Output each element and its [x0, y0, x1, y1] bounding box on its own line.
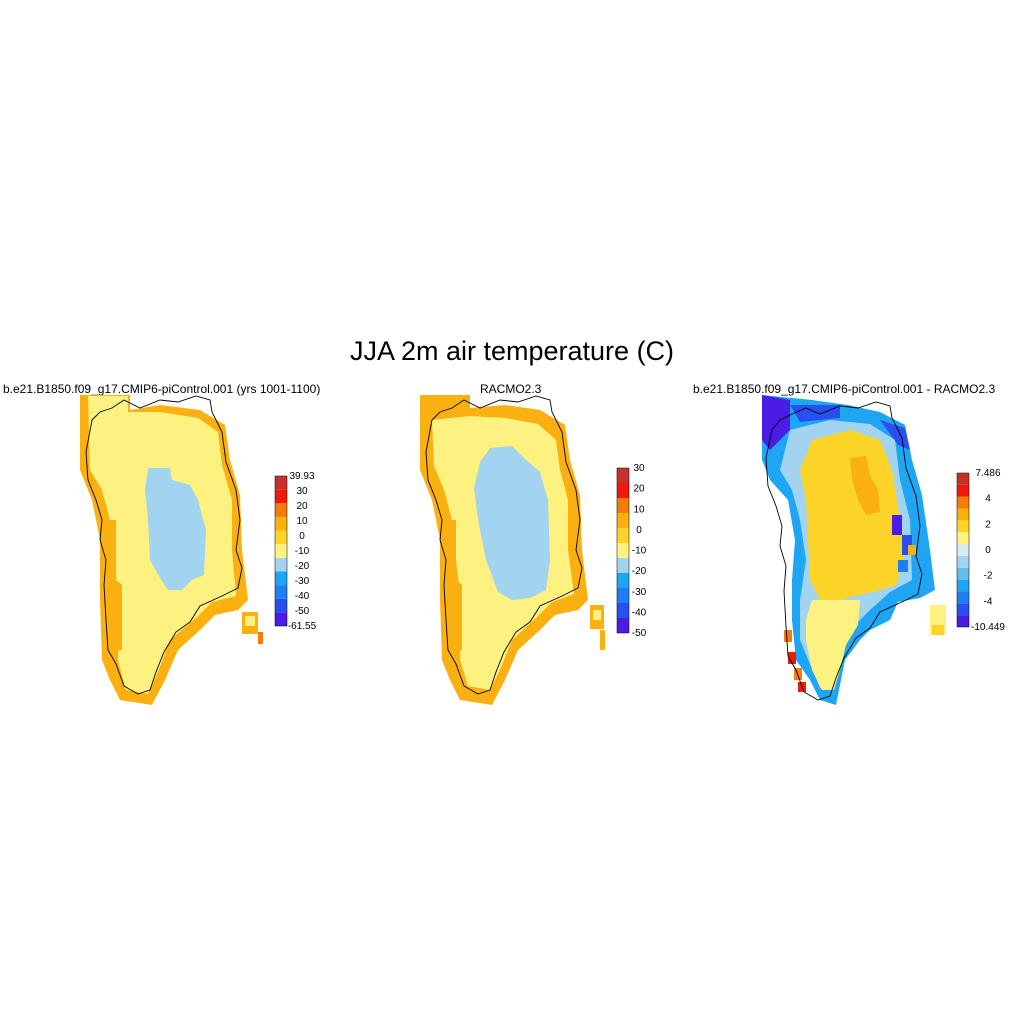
colorbar-swatch	[275, 557, 287, 572]
colorbar-swatch	[957, 484, 969, 497]
colorbar-swatch	[275, 571, 287, 586]
colorbar-swatch	[617, 603, 629, 618]
colorbar-swatch	[275, 516, 287, 531]
colorbar-tick-label: 4	[985, 494, 991, 505]
colorbar-tick-label: 39.93	[289, 471, 314, 482]
colorbar-swatch	[957, 520, 969, 533]
colorbar-swatch	[957, 567, 969, 580]
colorbar-swatch	[617, 543, 629, 558]
colorbar-tick-label: -20	[295, 561, 310, 572]
colorbar-tick-label: 0	[299, 531, 305, 542]
colorbar-tick-label: 20	[633, 484, 645, 495]
colorbar-swatch	[957, 615, 969, 627]
colorbar-swatch	[275, 612, 287, 626]
map-panel-difference	[762, 395, 946, 705]
colorbar-swatch	[275, 530, 287, 545]
colorbar-racmo: 30 20 10 0 -10 -20 -30 -40 -50	[616, 463, 647, 639]
colorbar-tick-label: 2	[985, 519, 991, 530]
colorbar-frame	[274, 475, 288, 627]
colorbar-swatch	[617, 483, 629, 498]
colorbar-tick-label: -30	[632, 587, 647, 598]
panel-title-difference: b.e21.B1850.f09_g17.CMIP6-piControl.001 …	[693, 382, 996, 396]
colorbar-swatch	[957, 496, 969, 509]
colorbar-tick-label: 10	[296, 516, 308, 527]
colorbar-tick-label: 20	[296, 501, 308, 512]
colorbar-swatch	[617, 513, 629, 528]
colorbar-swatch	[957, 508, 969, 521]
colorbar-swatch	[275, 598, 287, 613]
panel-title-model: b.e21.B1850.f09_g17.CMIP6-piControl.001 …	[3, 382, 321, 396]
colorbar-tick-label: 7.486	[975, 468, 1000, 479]
colorbar-tick-label: -10.449	[971, 622, 1005, 633]
colorbar-tick-label: -61.55	[288, 621, 317, 632]
colorbar-swatch	[275, 489, 287, 504]
colorbar-tick-label: 0	[985, 545, 991, 556]
temperature-field-racmo	[420, 395, 605, 705]
colorbar-swatch	[617, 498, 629, 513]
coastline-difference	[765, 401, 923, 701]
colorbar-tick-label: -4	[984, 596, 993, 607]
coastline-model	[85, 395, 243, 695]
colorbar-tick-label: -10	[295, 546, 310, 557]
panel-title-racmo: RACMO2.3	[480, 382, 542, 396]
colorbar-tick-label: 30	[296, 486, 308, 497]
colorbar-frame	[616, 467, 630, 634]
colorbar-swatch	[957, 473, 969, 485]
colorbar-tick-label: -30	[295, 576, 310, 587]
colorbar-swatch	[275, 585, 287, 599]
coastline-racmo	[425, 395, 583, 695]
colorbar-swatch	[275, 544, 287, 558]
difference-field	[762, 395, 946, 705]
colorbar-tick-label: -10	[632, 546, 647, 557]
colorbar-swatch	[957, 555, 969, 568]
colorbar-swatch	[275, 503, 287, 517]
colorbar-frame	[956, 472, 970, 628]
colorbar-tick-label: -40	[632, 607, 647, 618]
colorbar-tick-label: -50	[632, 628, 647, 639]
figure-title: JJA 2m air temperature (C)	[349, 336, 675, 366]
colorbar-swatch	[617, 468, 629, 483]
map-panel-racmo	[420, 395, 605, 705]
colorbar-tick-label: 30	[633, 463, 645, 474]
colorbar-swatch	[275, 476, 287, 490]
colorbar-tick-label: 10	[633, 504, 645, 515]
colorbar-swatch	[617, 618, 629, 633]
colorbar-tick-label: -20	[632, 566, 647, 577]
colorbar-swatch	[957, 544, 969, 556]
colorbar-swatch	[617, 528, 629, 543]
colorbar-model: 39.93 30 20 10 0 -10 -20 -30 -40 -50 -61.55	[274, 471, 317, 632]
map-panel-model	[80, 395, 263, 705]
colorbar-tick-label: -40	[295, 591, 310, 602]
colorbar-difference: 7.486 4 2 0 -2 -4 -10.449	[956, 468, 1005, 633]
colorbar-swatch	[617, 558, 629, 573]
colorbar-swatch	[617, 573, 629, 588]
temperature-field-model	[80, 395, 263, 705]
colorbar-tick-label: -2	[984, 571, 993, 582]
colorbar-swatch	[617, 588, 629, 603]
colorbar-swatch	[957, 603, 969, 616]
colorbar-swatch	[957, 532, 969, 545]
colorbar-swatch	[957, 591, 969, 604]
colorbar-tick-label: -50	[295, 606, 310, 617]
colorbar-tick-label: 0	[636, 525, 642, 536]
colorbar-swatch	[957, 579, 969, 592]
